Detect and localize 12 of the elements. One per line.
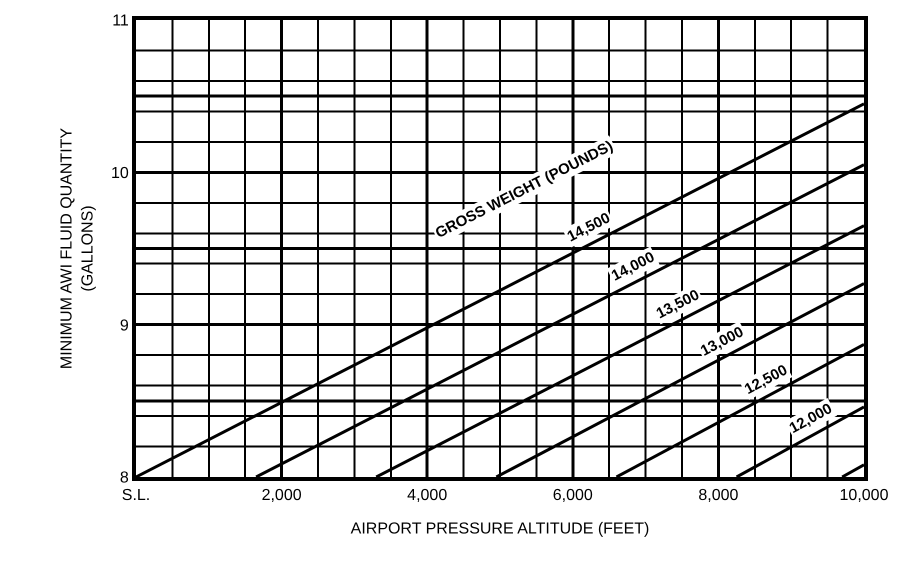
y-tick-label: 10 <box>111 164 129 182</box>
y-tick-label: 11 <box>112 12 129 30</box>
x-tick-label: 2,000 <box>262 487 302 504</box>
x-tick-label: 6,000 <box>552 487 593 504</box>
y-axis-title: MINIMUM AWI FLUID QUANTITY (GALLONS) <box>58 128 96 370</box>
x-tick-label: 8,000 <box>698 487 739 504</box>
x-axis-title: AIRPORT PRESSURE ALTITUDE (FEET) <box>350 520 650 538</box>
x-tick-label: 10,000 <box>840 487 889 504</box>
y-tick-label: 8 <box>120 470 129 487</box>
x-tick-label: S.L. <box>122 487 150 504</box>
x-tick-label: 4,000 <box>407 487 448 504</box>
y-tick-label: 9 <box>120 317 129 334</box>
